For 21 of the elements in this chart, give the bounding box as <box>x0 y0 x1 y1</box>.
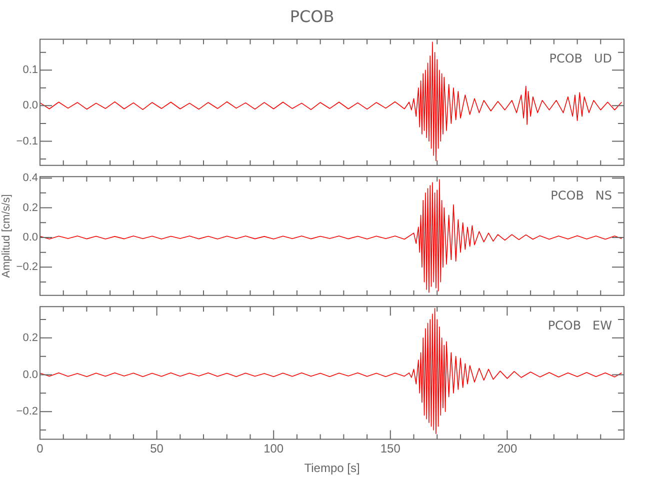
y-tick-label: 0.1 <box>22 64 38 76</box>
x-axis-title: Tiempo [s] <box>304 461 360 476</box>
y-tick-label: 0.4 <box>22 172 38 184</box>
y-tick-label: 0.2 <box>22 332 38 344</box>
y-tick-label: 0.0 <box>22 100 38 112</box>
x-tick-label: 0 <box>36 442 44 456</box>
x-tick-label: 150 <box>380 442 401 456</box>
x-tick-label: 200 <box>497 442 518 456</box>
y-tick-label: −0.2 <box>16 261 38 274</box>
y-axis-title: Amplitud [cm/s/s] <box>0 194 13 278</box>
x-tick-label: 100 <box>264 442 284 456</box>
y-tick-label: −0.2 <box>16 406 38 418</box>
y-tick-label: 0.0 <box>22 232 38 244</box>
chart-title: PCOB <box>290 6 334 26</box>
y-tick-label: 0.2 <box>22 202 38 214</box>
y-tick-label: −0.1 <box>16 135 38 148</box>
annotation: PCOB EW <box>548 318 612 333</box>
annotation: PCOB UD <box>549 51 612 66</box>
annotation: PCOB NS <box>550 188 612 203</box>
x-tick-label: 50 <box>150 442 164 456</box>
y-tick-label: 0.0 <box>22 368 38 381</box>
